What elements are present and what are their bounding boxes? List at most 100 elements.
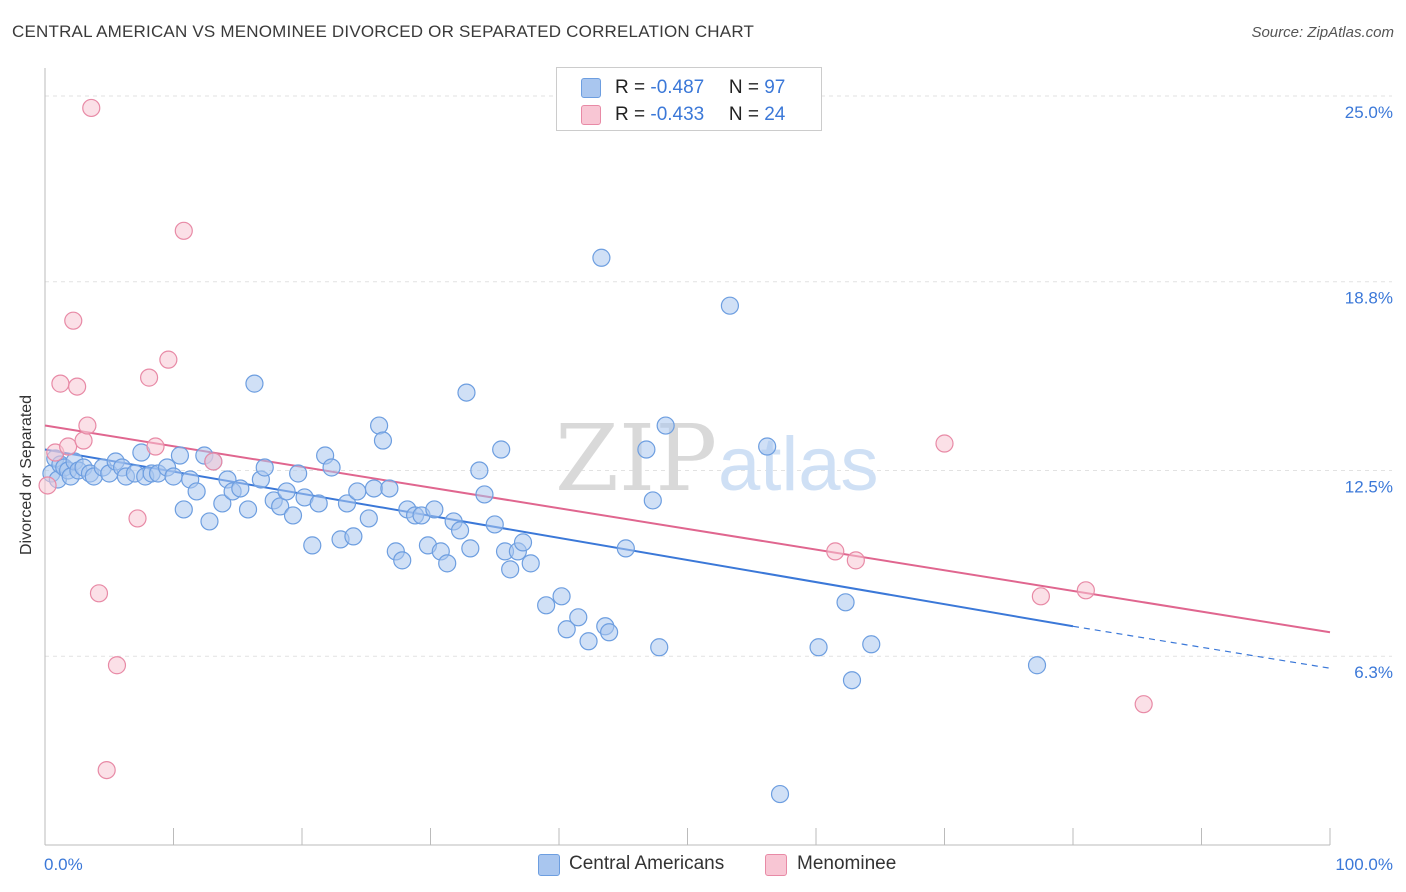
point-central-americans [656, 416, 675, 435]
point-central-americans [643, 491, 662, 510]
point-menominee [82, 98, 101, 118]
point-central-americans [521, 554, 540, 573]
point-central-americans [579, 632, 598, 651]
point-central-americans [187, 482, 206, 501]
point-central-americans [337, 494, 357, 513]
point-menominee [935, 434, 954, 453]
tick-labels: 6.3% 12.5% 18.8% 25.0% 0.0% 100.0% [44, 103, 1393, 874]
point-central-americans [359, 509, 378, 528]
point-central-americans [231, 479, 250, 498]
point-central-americans [513, 533, 533, 552]
point-central-americans [289, 464, 308, 483]
point-central-americans [255, 458, 274, 477]
point-central-americans [271, 497, 290, 516]
point-menominee [826, 542, 845, 561]
point-menominee [1031, 587, 1050, 606]
point-central-americans [470, 461, 489, 480]
series-swatch-central-americans [538, 854, 560, 876]
point-central-americans [650, 638, 669, 657]
y-tick-label: 12.5% [1345, 477, 1393, 496]
watermark-atlas: atlas [718, 422, 879, 507]
chart-title: CENTRAL AMERICAN VS MENOMINEE DIVORCED O… [12, 22, 755, 41]
series-label-central-americans: Central Americans [569, 853, 725, 874]
point-menominee [174, 221, 193, 240]
point-central-americans [164, 467, 183, 486]
point-central-americans [425, 500, 444, 519]
point-central-americans [344, 527, 363, 546]
legend-r-value: -0.433 [650, 104, 705, 125]
series-swatch-menominee [765, 854, 787, 876]
point-menominee [204, 452, 223, 471]
point-central-americans [569, 608, 588, 627]
source-label: Source: ZipAtlas.com [1251, 24, 1394, 41]
point-central-americans [170, 446, 190, 465]
legend-n-value: 24 [764, 104, 786, 125]
point-central-americans [373, 431, 393, 450]
point-central-americans [238, 500, 258, 519]
point-central-americans [303, 536, 322, 555]
legend-r-label: R = [615, 77, 651, 98]
point-central-americans [836, 593, 855, 612]
trend-line-central-americans [44, 448, 1074, 628]
watermark: ZIP atlas [555, 405, 879, 512]
legend-swatch-menominee [581, 105, 601, 125]
legend-n-value: 97 [764, 77, 786, 98]
point-menominee [846, 551, 865, 570]
trend-line-menominee [44, 424, 1331, 634]
point-menominee [51, 374, 70, 393]
axes-layer [44, 68, 1331, 846]
point-central-americans [322, 458, 341, 477]
legend-row-central-americans: R = -0.487 N = 97 [615, 77, 785, 99]
point-menominee [74, 431, 93, 450]
point-central-americans [461, 539, 480, 558]
point-central-americans [485, 515, 504, 534]
point-central-americans [592, 248, 611, 267]
point-central-americans [283, 506, 303, 525]
x-tick-label: 100.0% [1335, 855, 1393, 874]
series-label-menominee: Menominee [797, 853, 897, 874]
point-central-americans [450, 521, 470, 540]
point-central-americans [245, 374, 264, 393]
point-central-americans [309, 494, 328, 513]
y-tick-label: 6.3% [1354, 663, 1393, 682]
y-tick-label: 25.0% [1345, 103, 1393, 122]
point-central-americans [842, 671, 862, 690]
point-menominee [64, 311, 83, 330]
point-central-americans [380, 479, 399, 498]
point-central-americans [600, 623, 619, 642]
point-central-americans [348, 482, 367, 501]
point-menominee [128, 509, 147, 528]
point-central-americans [438, 554, 457, 573]
point-central-americans [809, 638, 828, 657]
point-central-americans [492, 440, 511, 459]
point-central-americans [370, 416, 389, 435]
point-central-americans [277, 482, 296, 501]
point-menominee [1134, 695, 1153, 714]
y-axis-label: Divorced or Separated [18, 394, 35, 555]
point-central-americans [616, 539, 635, 558]
y-tick-label: 18.8% [1345, 289, 1393, 308]
data-points [38, 98, 1153, 804]
point-menominee [38, 476, 57, 495]
trend-line-central-americans-extension [1072, 625, 1331, 669]
x-tick-label: 0.0% [44, 855, 83, 874]
point-central-americans [200, 512, 219, 531]
point-menominee [59, 437, 78, 456]
point-menominee [78, 416, 97, 435]
point-menominee [146, 437, 165, 456]
point-central-americans [537, 596, 556, 615]
point-menominee [97, 760, 116, 780]
legend-swatch-central-americans [581, 78, 601, 98]
point-central-americans [213, 494, 232, 513]
series-legend: Central Americans Menominee [0, 852, 1406, 878]
trend-lines [44, 424, 1331, 669]
point-menominee [89, 584, 109, 603]
legend-row-menominee: R = -0.433 N = 24 [615, 104, 785, 126]
point-central-americans [720, 296, 740, 315]
point-menominee [68, 377, 87, 396]
point-menominee [107, 656, 127, 675]
point-central-americans [364, 479, 384, 498]
point-central-americans [758, 437, 777, 456]
watermark-zip: ZIP [555, 405, 717, 512]
